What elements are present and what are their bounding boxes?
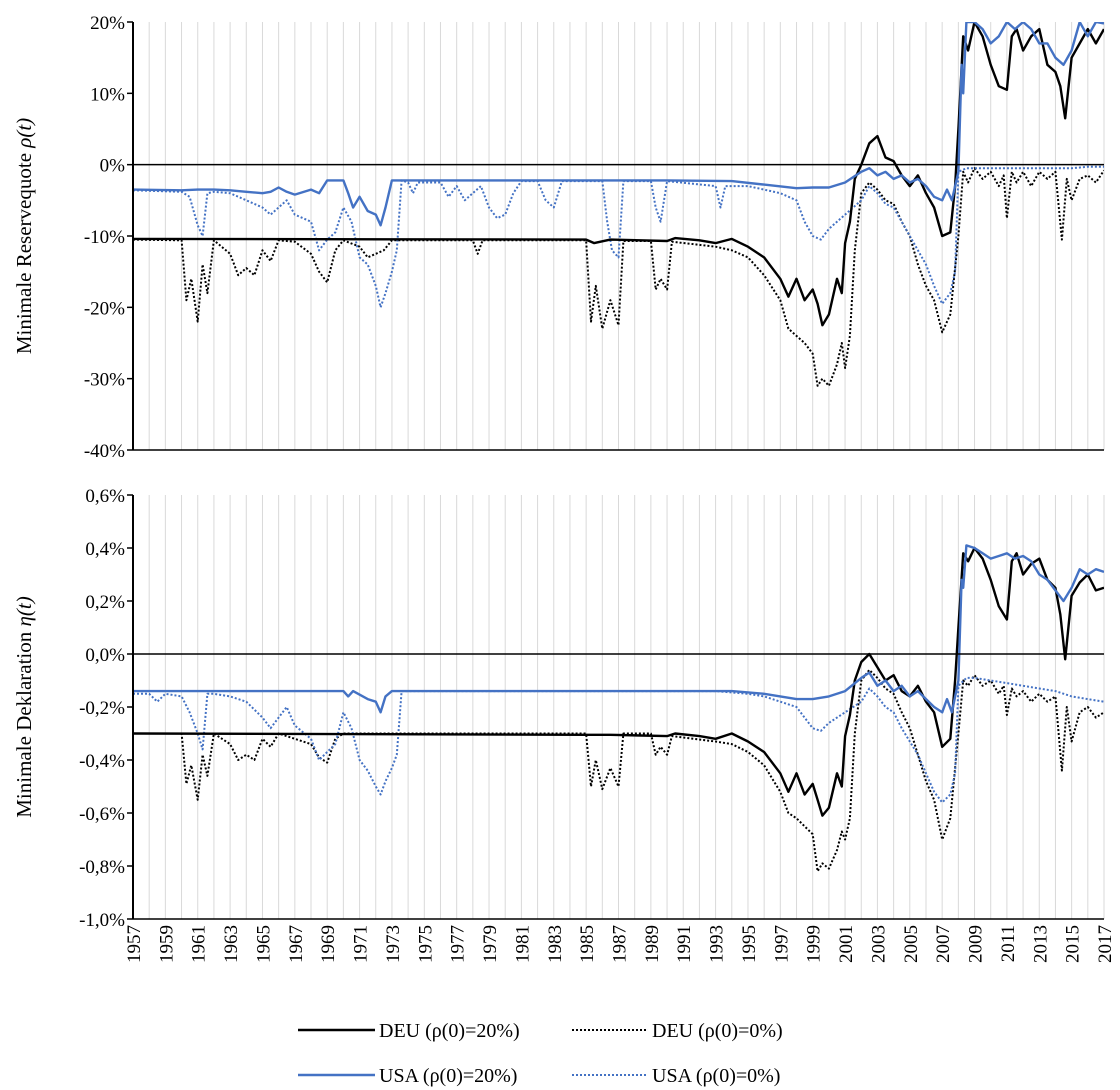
series-line-declaration-1 (133, 668, 1104, 873)
x-tick-label: 1985 (577, 925, 598, 963)
x-tick-label: 1959 (156, 925, 177, 963)
y-tick-label-reserve: -20% (84, 298, 125, 319)
x-tick-label: 1993 (707, 925, 728, 963)
chart-legend: DEU (ρ(0)=20%) DEU (ρ(0)=0%) USA (ρ(0)=2… (298, 1020, 783, 1087)
x-tick-label: 2017 (1095, 925, 1116, 963)
x-tick-label: 1965 (253, 925, 274, 963)
y-tick-label-reserve: -10% (84, 227, 125, 248)
x-tick-label: 1989 (642, 925, 663, 963)
x-tick-label: 2001 (836, 925, 857, 963)
x-tick-label: 1975 (415, 925, 436, 963)
y-tick-label-reserve: -30% (84, 370, 125, 391)
series-line-declaration-2 (133, 544, 1104, 714)
legend-item-deu-20: DEU (ρ(0)=20%) (298, 1020, 520, 1042)
y-axis-title-text: Minimale Deklaration (12, 626, 36, 817)
y-tick-label-reserve: 10% (90, 84, 125, 105)
x-tick-label: 1977 (448, 925, 469, 963)
y-tick-label-declaration: -1,0% (79, 910, 125, 931)
y-axis-title-symbol: η(t) (12, 596, 36, 626)
y-axis-title-text: Minimale Reservequote (12, 148, 36, 354)
y-tick-label-declaration: 0,4% (85, 539, 125, 560)
y-axis-title-declaration: Minimale Deklaration η(t) (12, 596, 36, 818)
y-axis-title-reserve: Minimale Reservequote ρ(t) (12, 118, 36, 354)
x-tick-label: 1999 (804, 925, 825, 963)
x-tick-label: 1973 (383, 925, 404, 963)
y-tick-label-declaration: 0,0% (85, 645, 125, 666)
legend-label-usa-0: USA (ρ(0)=0%) (652, 1065, 780, 1087)
x-tick-label: 1987 (610, 925, 631, 963)
y-tick-label-reserve: -40% (84, 441, 125, 462)
series-line-reserve-2 (133, 22, 1104, 227)
x-tick-label: 1971 (351, 925, 372, 963)
x-tick-label: 2003 (868, 925, 889, 963)
y-tick-label-declaration: -0,6% (79, 804, 125, 825)
x-tick-label: 2011 (998, 925, 1019, 962)
legend-label-usa-20: USA (ρ(0)=20%) (379, 1065, 517, 1087)
x-tick-label: 1979 (480, 925, 501, 963)
x-tick-label: 1969 (318, 925, 339, 963)
legend-item-usa-0: USA (ρ(0)=0%) (572, 1065, 780, 1087)
y-tick-label-declaration: -0,8% (79, 857, 125, 878)
x-tick-label: 2009 (966, 925, 987, 963)
legend-item-usa-20: USA (ρ(0)=20%) (298, 1065, 517, 1087)
panel-reserve-ratio: 20% 10% 0% -10% -20% -30% -40% Minimale Reserve… (12, 13, 1105, 462)
x-tick-label: 1963 (221, 925, 242, 963)
y-tick-label-reserve: 0% (100, 156, 126, 177)
y-tick-label-reserve: 20% (90, 13, 125, 34)
x-tick-label: 1957 (124, 925, 145, 963)
series-line-declaration-0 (133, 546, 1104, 817)
x-tick-label: 1995 (739, 925, 760, 963)
legend-label-deu-20: DEU (ρ(0)=20%) (379, 1020, 520, 1042)
y-axis-title-symbol: ρ(t) (12, 118, 36, 149)
legend-item-deu-0: DEU (ρ(0)=0%) (572, 1020, 783, 1042)
x-tick-label: 1981 (512, 925, 533, 963)
x-tick-label: 2005 (901, 925, 922, 963)
x-tick-label: 1991 (674, 925, 695, 963)
x-tick-label: 1997 (771, 925, 792, 963)
legend-label-deu-0: DEU (ρ(0)=0%) (652, 1020, 783, 1042)
series-line-reserve-1 (133, 167, 1104, 387)
x-tick-label: 1983 (545, 925, 566, 963)
x-tick-label: 1961 (189, 925, 210, 963)
y-tick-label-declaration: -0,4% (79, 751, 125, 772)
x-tick-label: 2013 (1030, 925, 1051, 963)
x-tick-label: 2007 (933, 925, 954, 963)
panel-declaration: 0,6% 0,4% 0,2% 0,0% -0,2% -0,4% -0,6% -0,8% -1,0… (12, 486, 1105, 931)
y-tick-label-declaration: -0,2% (79, 698, 125, 719)
y-tick-label-declaration: 0,2% (85, 592, 125, 613)
y-tick-label-declaration: 0,6% (85, 486, 125, 507)
x-tick-label: 1967 (286, 925, 307, 963)
x-tick-label: 2015 (1063, 925, 1084, 963)
x-axis-tick-labels: 1957 1959 1961 1963 1965 1967 1969 1971 1973 1975… (124, 925, 1116, 963)
series-line-declaration-3 (133, 676, 1104, 804)
